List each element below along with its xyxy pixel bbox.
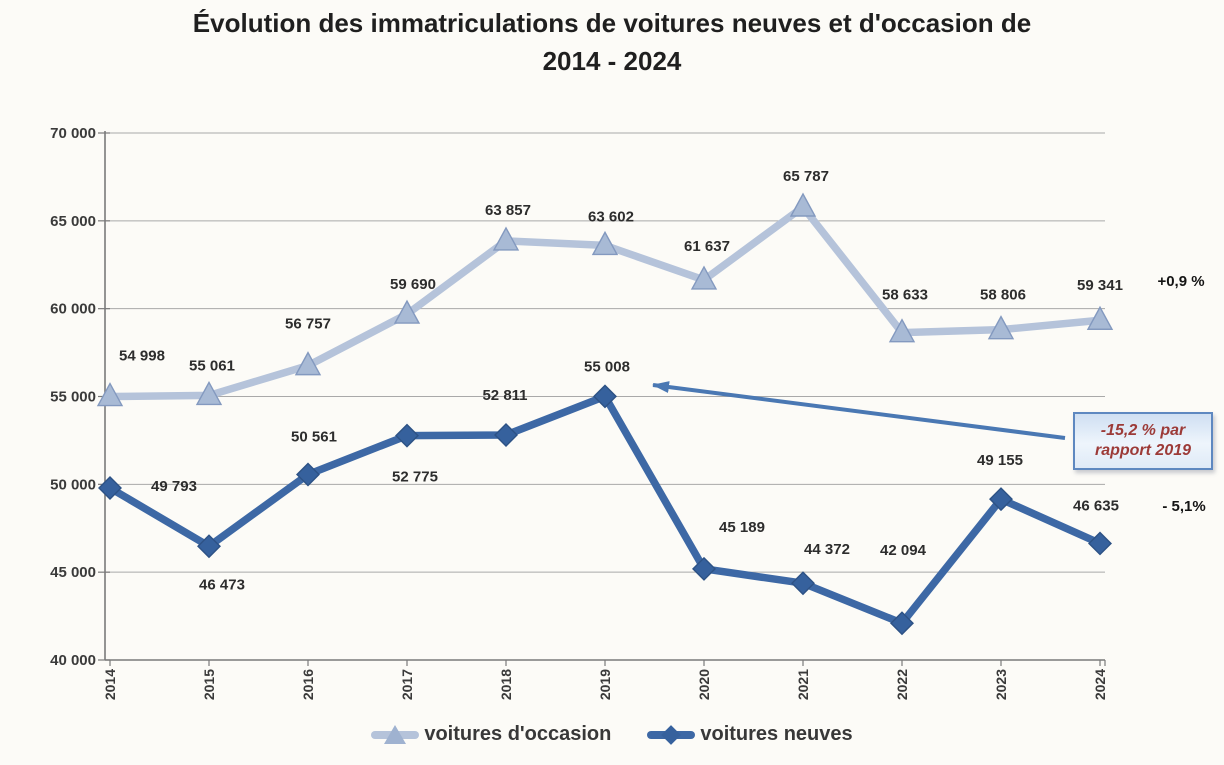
data-label-neuves: 49 793 xyxy=(151,478,197,495)
diamond-data-point-neuves xyxy=(791,571,815,596)
diamond-data-point-neuves xyxy=(989,487,1013,512)
x-tick-label: 2017 xyxy=(399,669,415,700)
data-label-occasion: 56 757 xyxy=(285,316,331,333)
chart-legend: voitures d'occasion voitures neuves xyxy=(0,723,1224,746)
trend-note-occasion: +0,9 % xyxy=(1157,273,1204,290)
data-label-occasion: 58 633 xyxy=(882,287,928,304)
x-tick-label: 2023 xyxy=(993,669,1009,700)
y-tick-label: 60 000 xyxy=(50,301,96,318)
data-label-neuves: 42 094 xyxy=(880,542,927,559)
x-tick-label: 2020 xyxy=(696,669,712,700)
data-label-occasion: 54 998 xyxy=(119,348,165,365)
trend-note-neuves: - 5,1% xyxy=(1162,498,1205,515)
y-tick-label: 45 000 xyxy=(50,564,96,581)
data-label-occasion: 59 690 xyxy=(390,276,436,293)
data-label-occasion: 55 061 xyxy=(189,357,235,374)
triangle-data-point-occasion xyxy=(888,318,916,343)
x-tick-label: 2024 xyxy=(1092,669,1108,700)
chart-title-line1: Évolution des immatriculations de voitur… xyxy=(192,8,1032,38)
data-label-neuves: 50 561 xyxy=(291,428,337,445)
triangle-data-point-occasion xyxy=(195,380,223,406)
y-tick-label: 50 000 xyxy=(50,476,96,493)
data-label-neuves: 46 473 xyxy=(199,576,245,593)
data-label-neuves: 55 008 xyxy=(584,358,630,375)
data-label-neuves: 52 811 xyxy=(482,387,527,404)
legend-label-occasion: voitures d'occasion xyxy=(424,723,612,745)
x-tick-label: 2019 xyxy=(597,669,613,700)
data-label-occasion: 65 787 xyxy=(783,168,829,185)
diamond-data-point-neuves xyxy=(692,556,716,581)
diamond-data-point-neuves xyxy=(296,462,320,487)
legend-item-neuves: voitures neuves xyxy=(647,723,853,746)
series-line-neuves xyxy=(106,392,1104,627)
data-label-occasion: 58 806 xyxy=(980,287,1026,304)
triangle-data-point-occasion xyxy=(294,351,322,376)
triangle-data-point-occasion xyxy=(690,265,718,290)
data-label-occasion: 63 602 xyxy=(588,208,634,225)
data-label-occasion: 63 857 xyxy=(485,202,531,219)
data-label-occasion: 59 341 xyxy=(1077,277,1123,294)
diamond-data-point-neuves xyxy=(395,423,419,448)
x-tick-label: 2016 xyxy=(300,669,316,700)
data-label-neuves: 45 189 xyxy=(719,519,765,536)
annotation-callout: -15,2 % par rapport 2019 xyxy=(1073,412,1213,470)
x-tick-label: 2022 xyxy=(894,669,910,700)
y-tick-label: 55 000 xyxy=(50,389,96,406)
data-label-neuves: 52 775 xyxy=(392,469,438,486)
diamond-marker-icon xyxy=(647,724,696,746)
triangle-data-point-occasion xyxy=(96,382,124,407)
chart-title-line2: 2014 - 2024 xyxy=(542,45,682,76)
y-tick-label: 70 000 xyxy=(50,125,96,142)
legend-item-occasion: voitures d'occasion xyxy=(371,723,611,746)
x-tick-label: 2018 xyxy=(498,669,514,700)
y-tick-label: 40 000 xyxy=(50,652,96,669)
triangle-data-point-occasion xyxy=(1086,305,1114,330)
x-tick-label: 2021 xyxy=(795,669,811,700)
data-label-neuves: 49 155 xyxy=(977,452,1023,469)
chart-title: Évolution des immatriculations de voitur… xyxy=(0,5,1224,80)
diamond-data-point-neuves xyxy=(98,475,122,500)
triangle-data-point-occasion xyxy=(492,226,520,251)
diamond-data-point-neuves xyxy=(593,384,617,409)
x-tick-label: 2014 xyxy=(102,669,118,700)
data-label-neuves: 46 635 xyxy=(1073,497,1119,514)
diamond-data-point-neuves xyxy=(1088,531,1112,556)
triangle-data-point-occasion xyxy=(789,192,817,217)
triangle-data-point-occasion xyxy=(393,299,421,324)
annotation-arrow xyxy=(652,381,1066,440)
diamond-data-point-neuves xyxy=(494,422,518,447)
legend-label-neuves: voitures neuves xyxy=(700,723,853,745)
diamond-data-point-neuves xyxy=(197,534,221,559)
triangle-data-point-occasion xyxy=(591,230,619,256)
triangle-data-point-occasion xyxy=(987,315,1015,340)
diamond-data-point-neuves xyxy=(890,611,914,636)
data-label-neuves: 44 372 xyxy=(804,541,850,558)
x-tick-label: 2015 xyxy=(201,669,217,700)
data-label-occasion: 61 637 xyxy=(684,238,730,255)
triangle-marker-icon xyxy=(371,724,420,746)
y-tick-label: 65 000 xyxy=(50,213,96,230)
